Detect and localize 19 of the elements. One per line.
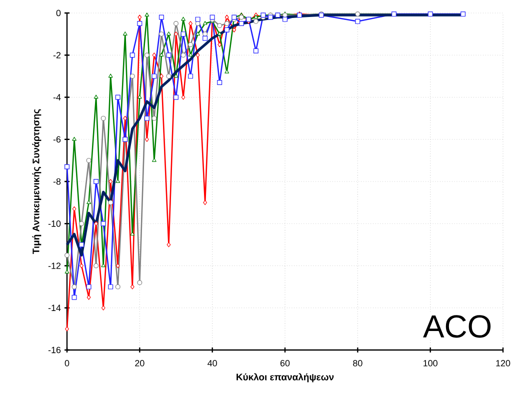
annotation: ACO: [423, 315, 491, 338]
y-tick-label: -14: [48, 304, 61, 311]
y-tick-label: -16: [48, 346, 61, 354]
y-tick-label: -4: [53, 94, 61, 100]
y-tick-label: -8: [53, 178, 61, 185]
x-tick-label: 60: [280, 360, 290, 366]
x-tick-label: 20: [135, 360, 144, 366]
y-axis-title: Τιμή Αντικειμενικής Συνάρτησης: [32, 109, 42, 254]
x-tick-label: 100: [424, 360, 438, 366]
y-tick-label: -12: [48, 262, 61, 269]
y-tick-label: -10: [48, 220, 61, 227]
y-tick-label: 0: [56, 10, 61, 16]
y-tick-label: -2: [53, 52, 61, 58]
x-tick-label: 120: [496, 360, 510, 366]
x-tick-label: 80: [353, 360, 362, 366]
x-axis-title: Κύκλοι επαναλήψεων: [236, 373, 334, 382]
x-tick-label: 40: [208, 360, 217, 366]
y-tick-label: -6: [53, 136, 61, 143]
x-tick-label: 0: [64, 360, 70, 366]
